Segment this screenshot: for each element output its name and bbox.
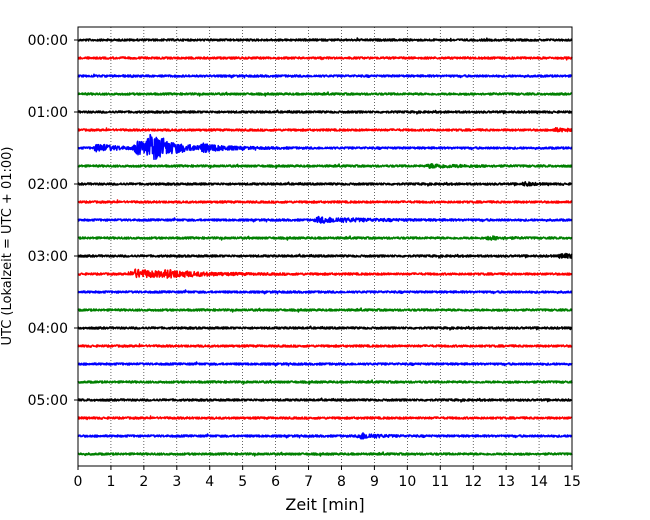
plot-frame [77, 26, 573, 467]
x-tick-label: 8 [337, 474, 346, 490]
trace-line [77, 37, 573, 42]
trace-line [77, 56, 573, 61]
x-tick-label: 3 [172, 474, 181, 490]
x-tick-label: 6 [271, 474, 280, 490]
x-tick-label: 7 [304, 474, 313, 490]
trace-line [77, 451, 573, 457]
trace-line [77, 109, 573, 115]
trace-line [77, 268, 573, 279]
x-tick-label: 13 [497, 474, 515, 490]
trace-line [77, 361, 573, 367]
y-tick-label: 03:00 [28, 249, 68, 265]
x-tick-label: 1 [106, 474, 115, 490]
trace-line [77, 215, 573, 224]
x-tick-label: 14 [530, 474, 548, 490]
trace-group [77, 37, 573, 457]
y-tick-label: 05:00 [28, 393, 68, 409]
trace-line [77, 181, 573, 187]
x-tick-label: 11 [431, 474, 449, 490]
grid-lines [110, 27, 540, 466]
trace-line [77, 199, 573, 204]
trace-line [77, 235, 573, 241]
y-tick-label: 01:00 [28, 105, 68, 121]
x-tick-label: 12 [464, 474, 482, 490]
trace-line [77, 415, 573, 421]
trace-line [77, 397, 573, 403]
trace-line [77, 252, 573, 259]
trace-line [77, 325, 573, 331]
x-tick-label: 9 [370, 474, 379, 490]
trace-line [77, 133, 573, 160]
y-tick-label: 00:00 [28, 33, 68, 49]
x-tick-label: 0 [74, 474, 83, 490]
x-tick-label: 2 [139, 474, 148, 490]
trace-line [77, 91, 573, 97]
x-axis-label: Zeit [min] [285, 495, 364, 514]
trace-line [77, 379, 573, 385]
y-tick-label: 02:00 [28, 177, 68, 193]
y-tick-label: 04:00 [28, 321, 68, 337]
trace-line [77, 126, 573, 133]
x-tick-label: 5 [238, 474, 247, 490]
x-tick-label: 4 [205, 474, 214, 490]
trace-line [77, 432, 573, 440]
trace-line [77, 307, 573, 313]
x-axis-ticks: 0 1 2 3 4 5 6 7 8 9 10 11 12 13 14 15 [74, 466, 581, 490]
y-axis-ticks: 00:00 01:00 02:00 03:00 04:00 05:00 [28, 33, 78, 409]
x-tick-label: 15 [563, 474, 581, 490]
trace-line [77, 163, 573, 169]
trace-line [77, 343, 573, 348]
y-axis-label: UTC (Lokalzeit = UTC + 01:00) [0, 147, 15, 346]
x-tick-label: 10 [398, 474, 416, 490]
trace-line [77, 289, 573, 295]
trace-line [77, 73, 573, 79]
